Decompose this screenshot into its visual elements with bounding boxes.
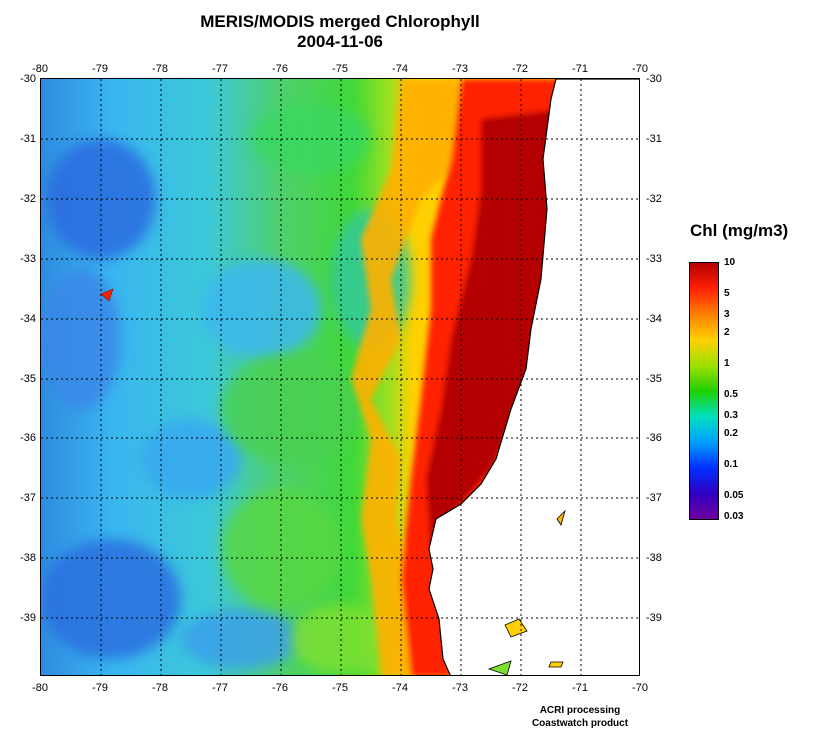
lon-tick-top: -78 (152, 63, 168, 75)
lon-tick-top: -79 (92, 63, 108, 75)
lat-tick-right: -31 (646, 133, 662, 145)
map-date: 2004-11-06 (296, 32, 384, 51)
lon-tick-bottom: -76 (272, 682, 288, 694)
lat-tick-left: -32 (20, 193, 36, 205)
chlorophyll-field (41, 79, 639, 675)
colorbar-label: 0.3 (724, 410, 738, 421)
lat-tick-left: -37 (20, 492, 36, 504)
lon-tick-top: -76 (272, 63, 288, 75)
lat-tick-left: -36 (20, 432, 36, 444)
lon-tick-bottom: -79 (92, 682, 108, 694)
lon-tick-bottom: -72 (512, 682, 528, 694)
lat-tick-right: -32 (646, 193, 662, 205)
lon-tick-top: -80 (32, 63, 48, 75)
lon-tick-bottom: -78 (152, 682, 168, 694)
lat-tick-right: -35 (646, 373, 662, 385)
lat-tick-right: -39 (646, 612, 662, 624)
lon-tick-bottom: -80 (32, 682, 48, 694)
colorbar-label: 0.03 (724, 511, 744, 522)
colorbar-label: 0.5 (724, 389, 738, 400)
lat-tick-right: -38 (646, 552, 662, 564)
product-credit: Coastwatch product (531, 718, 629, 729)
lon-tick-top: -75 (332, 63, 348, 75)
lat-tick-left: -35 (20, 373, 36, 385)
colorbar-label: 5 (724, 288, 730, 299)
lat-tick-left: -34 (20, 313, 36, 325)
colorbar-label: 3 (724, 309, 730, 320)
lon-tick-bottom: -74 (392, 682, 408, 694)
colorbar-label: 0.1 (724, 459, 738, 470)
lat-tick-left: -38 (20, 552, 36, 564)
lon-tick-bottom: -75 (332, 682, 348, 694)
colorbar-label: 1 (724, 358, 730, 369)
lat-tick-right: -33 (646, 253, 662, 265)
chlorophyll-map[interactable] (40, 78, 640, 676)
colorbar-label: 0.2 (724, 428, 738, 439)
lat-tick-left: -39 (20, 612, 36, 624)
colorbar-label: 2 (724, 327, 730, 338)
lon-tick-bottom: -73 (452, 682, 468, 694)
processing-credit: ACRI processing (539, 705, 621, 716)
lat-tick-left: -31 (20, 133, 36, 145)
lon-tick-top: -77 (212, 63, 228, 75)
lon-tick-bottom: -70 (632, 682, 648, 694)
colorbar-title: Chl (mg/m3) (690, 221, 789, 240)
colorbar-label: 10 (724, 257, 736, 268)
lat-tick-right: -34 (646, 313, 662, 325)
lon-tick-bottom: -77 (212, 682, 228, 694)
lon-tick-top: -74 (392, 63, 408, 75)
map-title: MERIS/MODIS merged Chlorophyll (200, 12, 480, 31)
colorbar-gradient (689, 262, 719, 520)
lat-tick-right: -36 (646, 432, 662, 444)
lon-tick-top: -73 (452, 63, 468, 75)
lat-tick-right: -37 (646, 492, 662, 504)
colorbar-label: 0.05 (724, 490, 744, 501)
lon-tick-top: -72 (512, 63, 528, 75)
lat-tick-left: -33 (20, 253, 36, 265)
lon-tick-top: -70 (632, 63, 648, 75)
lon-tick-top: -71 (572, 63, 588, 75)
lat-tick-left: -30 (20, 73, 36, 85)
lon-tick-bottom: -71 (572, 682, 588, 694)
lat-tick-right: -30 (646, 73, 662, 85)
